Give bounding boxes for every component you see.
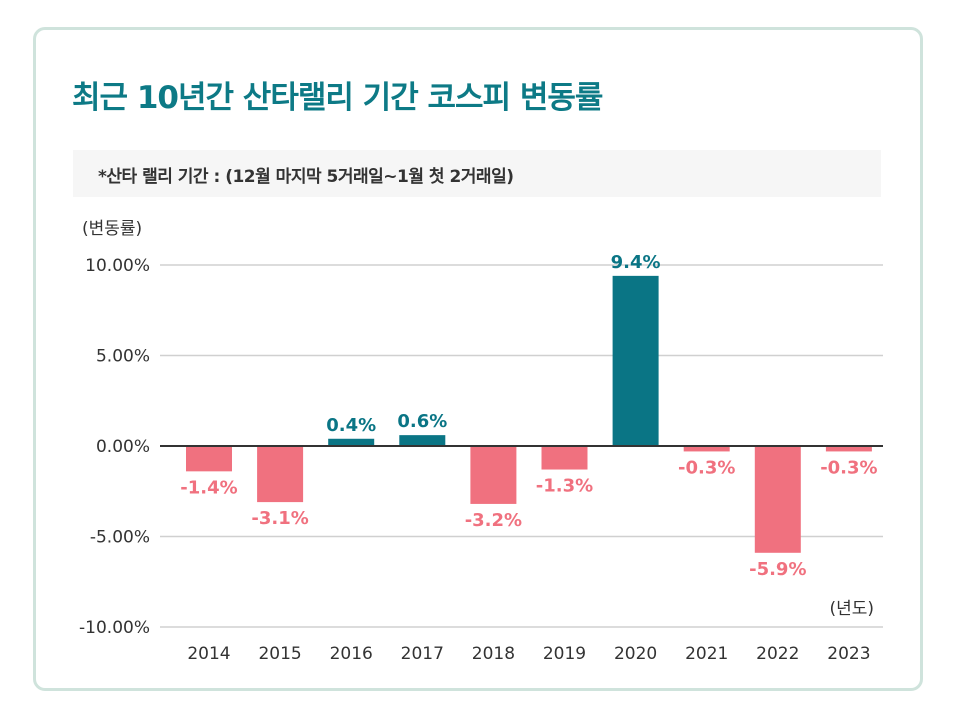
x-axis-label: (년도) — [829, 599, 874, 619]
x-tick-label: 2015 — [258, 644, 301, 664]
x-tick-label: 2022 — [756, 644, 799, 664]
x-tick-label: 2021 — [685, 644, 728, 664]
bar-2018 — [470, 446, 517, 504]
bar-2020 — [612, 275, 659, 446]
period-note-text: *산타 랠리 기간 : (12월 마지막 5거래일~1월 첫 2거래일) — [98, 167, 514, 187]
y-tick-label: -10.00% — [79, 618, 150, 638]
x-tick-label: 2019 — [543, 644, 586, 664]
chart-title: 최근 10년간 산타랠리 기간 코스피 변동률 — [72, 80, 603, 116]
y-tick-label: -5.00% — [90, 528, 150, 548]
y-tick-label: 5.00% — [96, 347, 150, 367]
bar-2022 — [754, 446, 801, 553]
x-tick-label: 2020 — [614, 644, 657, 664]
period-note: *산타 랠리 기간 : (12월 마지막 5거래일~1월 첫 2거래일) — [73, 150, 881, 197]
data-label-2022: -5.9% — [749, 559, 806, 580]
x-tick-label: 2018 — [472, 644, 515, 664]
data-label-2015: -3.1% — [251, 508, 308, 529]
data-label-2017: 0.6% — [397, 411, 447, 432]
data-label-2023: -0.3% — [820, 457, 877, 478]
y-axis-label: (변동률) — [82, 219, 142, 239]
x-tick-label: 2017 — [401, 644, 444, 664]
data-label-2014: -1.4% — [180, 477, 237, 498]
bar-2015 — [257, 446, 304, 503]
x-tick-label: 2016 — [330, 644, 373, 664]
bar-2014 — [186, 446, 232, 472]
bar-2023 — [825, 446, 872, 452]
bar-2016 — [328, 438, 375, 446]
data-label-2021: -0.3% — [678, 457, 735, 478]
y-tick-label: 10.00% — [85, 256, 150, 276]
data-label-2018: -3.2% — [465, 510, 522, 531]
data-label-2016: 0.4% — [326, 415, 376, 436]
data-label-2020: 9.4% — [611, 252, 661, 273]
y-tick-label: 0.00% — [96, 437, 150, 457]
x-tick-label: 2023 — [827, 644, 870, 664]
bar-2021 — [683, 446, 730, 452]
chart-card — [33, 27, 923, 691]
x-tick-label: 2014 — [187, 644, 230, 664]
data-label-2019: -1.3% — [536, 476, 593, 497]
bar-2019 — [541, 446, 588, 470]
bar-2017 — [399, 435, 446, 446]
